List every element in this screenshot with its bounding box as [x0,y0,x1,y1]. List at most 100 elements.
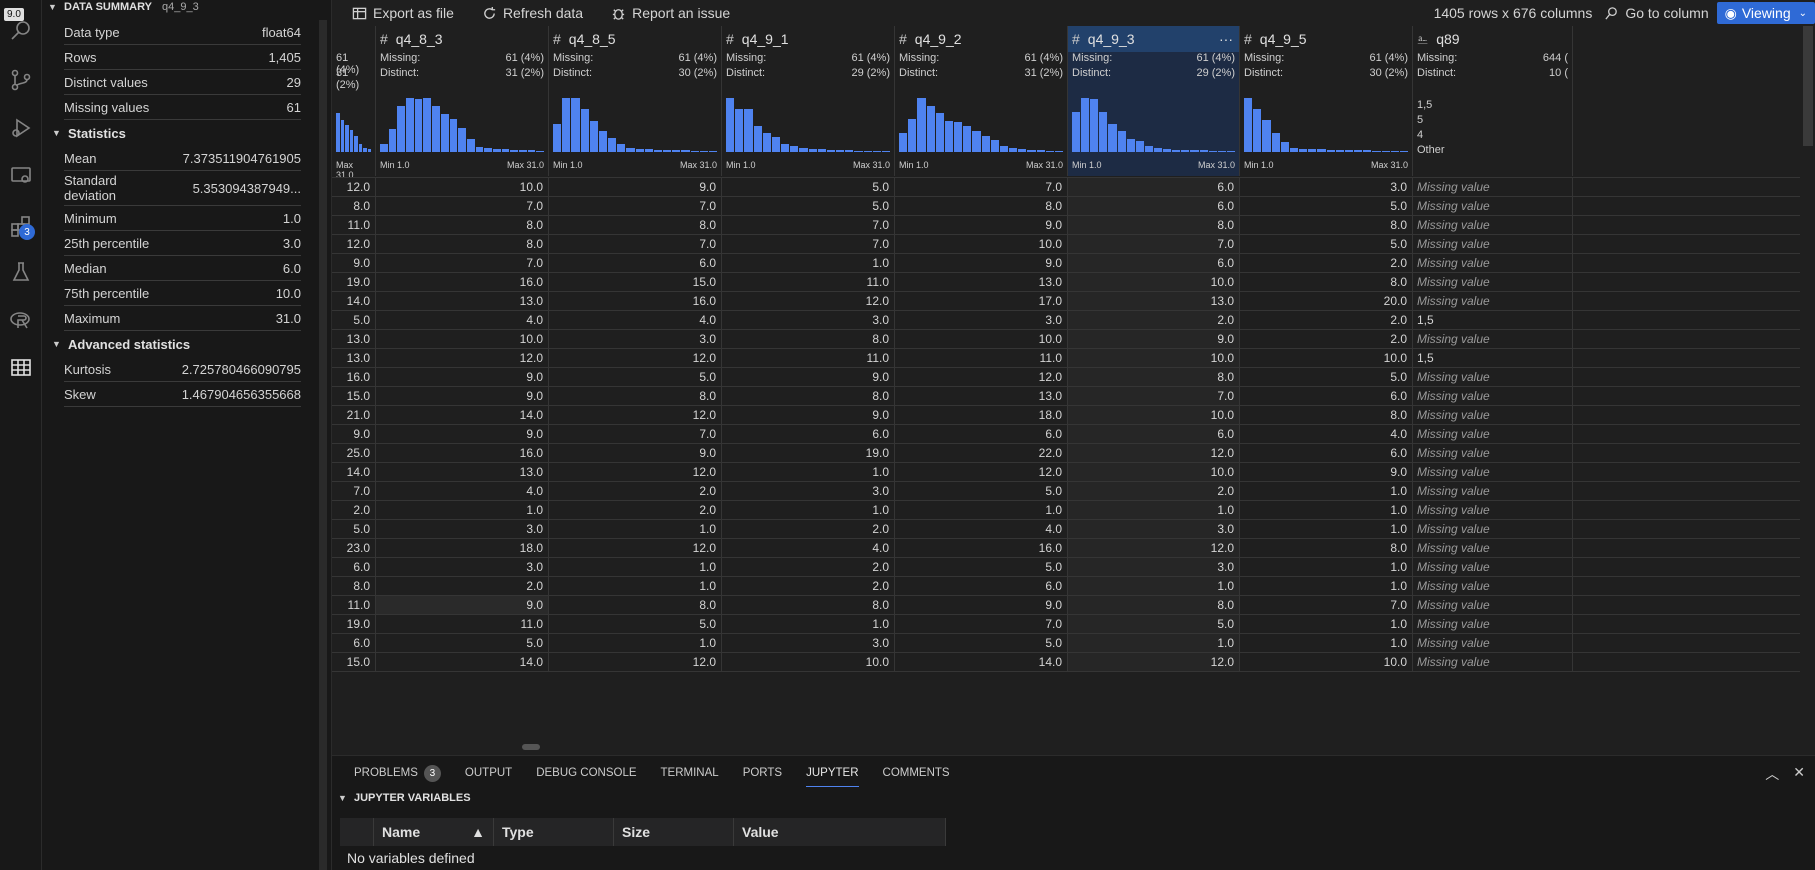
table-cell[interactable]: 8.0 [1240,273,1413,291]
table-cell[interactable]: 9.0 [376,368,549,386]
table-cell[interactable]: 4.0 [1240,425,1413,443]
chevron-up-icon[interactable]: ︿ [1765,766,1780,782]
column-name[interactable]: # q4_9_5 [1240,26,1412,52]
table-cell[interactable]: 9.0 [376,425,549,443]
table-cell[interactable]: 6.0 [549,254,722,272]
table-cell[interactable]: 1.0 [1240,577,1413,595]
table-cell[interactable]: 5.0 [895,634,1068,652]
table-cell[interactable]: 11.0 [895,349,1068,367]
table-cell[interactable]: 9.0 [549,178,722,196]
table-cell[interactable]: 12.0 [722,292,895,310]
table-cell[interactable]: 7.0 [1068,387,1240,405]
table-cell[interactable]: 13.0 [895,387,1068,405]
search-icon[interactable] [5,14,37,46]
missing-value-cell[interactable]: Missing value [1413,653,1573,671]
table-cell[interactable]: 5.0 [722,178,895,196]
table-cell[interactable]: 3.0 [376,558,549,576]
table-cell[interactable]: 4.0 [376,482,549,500]
missing-value-cell[interactable]: Missing value [1413,178,1573,196]
table-cell[interactable]: 4.0 [722,539,895,557]
data-viewer-icon[interactable] [5,352,37,384]
table-cell[interactable]: 7.0 [1068,235,1240,253]
table-cell[interactable]: 3.0 [895,311,1068,329]
table-cell[interactable]: 8.0 [1240,216,1413,234]
table-cell[interactable]: 1.0 [549,558,722,576]
tab-debug-console[interactable]: DEBUG CONSOLE [536,763,636,783]
go-to-column-button[interactable]: Go to column [1604,5,1709,21]
table-cell[interactable]: 10.0 [895,235,1068,253]
table-cell[interactable]: 18.0 [376,539,549,557]
table-cell[interactable]: 6.0 [1068,197,1240,215]
jupyter-variables-header[interactable]: ▼ JUPYTER VARIABLES [332,790,1815,806]
table-cell[interactable]: 3.0 [1240,178,1413,196]
table-cell[interactable]: 7.0 [895,615,1068,633]
table-cell[interactable]: 1,5 [1413,349,1573,367]
table-cell[interactable]: 8.0 [549,216,722,234]
table-cell[interactable]: 1.0 [376,501,549,519]
table-cell[interactable]: 7.0 [549,197,722,215]
table-cell[interactable]: 10.0 [376,330,549,348]
vertical-scrollbar[interactable] [1803,26,1813,146]
table-cell[interactable]: 9.0 [376,387,549,405]
table-cell[interactable]: 9.0 [1240,463,1413,481]
table-cell[interactable]: 1.0 [722,615,895,633]
table-cell[interactable]: 1.0 [1240,501,1413,519]
column-header-q4_8_5[interactable]: # q4_8_5 Missing: 61 (4%) Distinct: 30 (2%) Mi… [549,26,722,176]
table-cell[interactable]: 1.0 [722,463,895,481]
more-actions-icon[interactable]: ··· [1219,31,1233,47]
table-cell[interactable]: 9.0 [332,254,376,272]
table-cell[interactable]: 14.0 [376,406,549,424]
remote-explorer-icon[interactable] [5,160,37,192]
table-cell[interactable]: 9.0 [895,216,1068,234]
table-cell[interactable]: 3.0 [722,311,895,329]
type-column-header[interactable]: Type [494,818,614,846]
table-cell[interactable]: 1.0 [549,634,722,652]
column-name[interactable]: # q4_9_2 [895,26,1067,52]
table-cell[interactable]: 8.0 [1068,368,1240,386]
table-cell[interactable]: 10.0 [1068,349,1240,367]
table-cell[interactable]: 14.0 [376,653,549,671]
table-cell[interactable]: 10.0 [1240,349,1413,367]
table-cell[interactable]: 1.0 [722,501,895,519]
table-cell[interactable]: 10.0 [1068,463,1240,481]
table-cell[interactable]: 15.0 [549,273,722,291]
column-header-q4_8_3[interactable]: # q4_8_3 Missing: 61 (4%) Distinct: 31 (2%) Mi… [376,26,549,176]
table-cell[interactable]: 5.0 [895,558,1068,576]
table-cell[interactable]: 12.0 [332,178,376,196]
table-cell[interactable]: 11.0 [376,615,549,633]
table-cell[interactable]: 13.0 [332,349,376,367]
column-name[interactable]: ⎁ q89 [1413,26,1572,52]
table-cell[interactable]: 9.0 [376,596,549,614]
table-cell[interactable]: 6.0 [1240,387,1413,405]
table-cell[interactable]: 1,5 [1413,311,1573,329]
column-name[interactable]: # q4_8_5 [549,26,721,52]
table-cell[interactable]: 2.0 [1068,311,1240,329]
table-cell[interactable]: 13.0 [376,292,549,310]
table-cell[interactable]: 8.0 [332,577,376,595]
missing-value-cell[interactable]: Missing value [1413,520,1573,538]
table-cell[interactable]: 3.0 [722,634,895,652]
table-cell[interactable]: 12.0 [376,349,549,367]
table-cell[interactable]: 5.0 [549,368,722,386]
table-cell[interactable]: 5.0 [376,634,549,652]
table-cell[interactable]: 16.0 [332,368,376,386]
column-header-q4_9_5[interactable]: # q4_9_5 Missing: 61 (4%) Distinct: 30 (2%) Mi… [1240,26,1413,176]
horizontal-scrollbar[interactable] [522,744,540,750]
table-cell[interactable]: 9.0 [332,425,376,443]
tab-terminal[interactable]: TERMINAL [661,763,719,783]
table-cell[interactable]: 8.0 [376,235,549,253]
table-cell[interactable]: 6.0 [722,425,895,443]
table-cell[interactable]: 2.0 [1240,330,1413,348]
missing-value-cell[interactable]: Missing value [1413,615,1573,633]
tab-output[interactable]: OUTPUT [465,763,512,783]
table-cell[interactable]: 10.0 [895,330,1068,348]
table-cell[interactable]: 8.0 [332,197,376,215]
table-cell[interactable]: 10.0 [1240,653,1413,671]
table-cell[interactable]: 4.0 [895,520,1068,538]
testing-icon[interactable] [5,256,37,288]
table-cell[interactable]: 9.0 [722,406,895,424]
table-cell[interactable]: 7.0 [549,235,722,253]
missing-value-cell[interactable]: Missing value [1413,444,1573,462]
table-cell[interactable]: 7.0 [895,178,1068,196]
table-cell[interactable]: 1.0 [549,577,722,595]
